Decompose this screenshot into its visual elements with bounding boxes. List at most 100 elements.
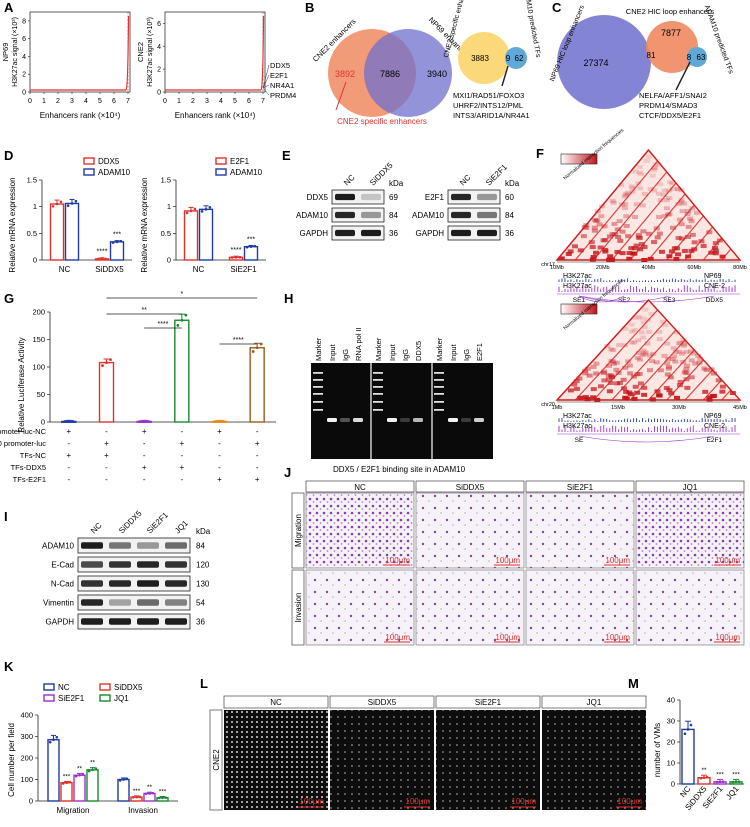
lane-label: DDX5 (414, 341, 423, 361)
scale-bar-label: 100μm (715, 633, 740, 642)
sign-cell: + (217, 475, 222, 484)
hic-pixel (711, 245, 718, 250)
significance-mark: ** (701, 767, 707, 774)
hic-pixel (582, 371, 589, 376)
hic-pixel (661, 353, 668, 358)
hic-pixel (659, 319, 666, 324)
x-tick-label: 5 (233, 98, 237, 105)
tf-list: MXI1/RAD51/FOXO3UHRF2/INTS12/PMLINTS3/AR… (453, 91, 530, 120)
hic-pixel (656, 182, 663, 187)
marker-band (313, 386, 323, 388)
kda-value: 84 (505, 211, 514, 220)
hic-diagonal (593, 319, 668, 401)
band (109, 599, 131, 606)
hic-pixel (686, 216, 693, 221)
significance-mark: *** (159, 788, 167, 795)
data-point (721, 780, 725, 784)
cell-pattern (330, 710, 434, 810)
hic-pixel (597, 384, 604, 389)
hic-triangle (557, 300, 740, 400)
pcr-band (387, 418, 397, 422)
cell-stain (636, 570, 744, 645)
sign-cell: - (105, 463, 108, 472)
data-point (718, 780, 722, 784)
row-header-box (209, 709, 223, 811)
hic-pixel (684, 234, 691, 239)
gene-label: DDX5 (270, 61, 290, 70)
band (165, 561, 187, 568)
hic-pixel (670, 225, 677, 230)
y-tick-label: 30 (667, 717, 675, 726)
hic-pixel (680, 343, 687, 348)
data-point (70, 202, 74, 205)
hic-pixel (628, 322, 635, 327)
hic-pixel (655, 191, 662, 196)
bar (681, 728, 695, 785)
pcr-band (474, 418, 484, 422)
data-point (245, 245, 249, 249)
column-header-box (525, 480, 635, 493)
data-point (118, 779, 122, 782)
hic-diagonal (721, 389, 732, 401)
element-label: SE3 (663, 297, 676, 304)
hic-pixel (685, 224, 692, 229)
marker-band (434, 372, 444, 374)
protein-label: GAPDH (416, 229, 445, 238)
data-point (214, 420, 217, 423)
hic-pixel (635, 338, 642, 343)
hic-pixel (581, 368, 588, 373)
data-point (101, 364, 104, 367)
protein-label: E-Cad (51, 561, 74, 570)
panel-m: number of VMs 010203040NC**SiDDX5***SiE2… (653, 696, 744, 812)
protein-label: ADAM10 (412, 211, 445, 220)
hic-pixel (634, 372, 641, 377)
data-point (115, 240, 119, 244)
hic-pixel (626, 256, 633, 261)
chr-label: chr17 (541, 262, 555, 268)
significance-mark: ** (147, 784, 153, 791)
y-tick-label: 300 (20, 732, 33, 741)
data-point (144, 792, 148, 796)
lane-label: IgG (401, 349, 410, 361)
legend-swatch (83, 157, 95, 165)
data-point (702, 776, 706, 779)
count-tfs: 63 (697, 53, 706, 62)
column-header: JQ1 (587, 698, 602, 707)
hic-pixel (675, 202, 682, 207)
hic-diagonal (629, 339, 686, 401)
tf-line: MXI1/RAD51/FOXO3 (453, 91, 524, 100)
hic-pixel (567, 388, 574, 393)
hic-pixel (676, 341, 683, 346)
x-tick-label: 0 (163, 98, 167, 105)
data-point (104, 257, 108, 261)
kda-value: 69 (389, 193, 398, 202)
hic-pixel (567, 249, 574, 254)
hic-pixel (665, 364, 672, 369)
gene-leader (262, 74, 270, 89)
hic-pixel (684, 212, 691, 217)
hic-pixel (663, 198, 670, 203)
blot-strip (77, 613, 191, 630)
data-point (715, 780, 719, 784)
hic-pixel (573, 386, 580, 391)
hic-pixel (664, 361, 671, 366)
hic-pixel (689, 206, 696, 211)
hic-pixel (660, 192, 667, 197)
hic-pixel (609, 374, 616, 379)
hic-pixel (602, 238, 609, 243)
data-point (222, 420, 225, 423)
kda-value: 36 (505, 229, 514, 238)
hic-pixel (606, 389, 613, 394)
hic-pixel (633, 243, 640, 248)
hic-pixel (640, 348, 647, 353)
category-label: Migration (57, 806, 90, 815)
hic-pixel (621, 205, 628, 210)
track-cell-label: NP69 (704, 413, 722, 420)
hic-pixel (701, 366, 708, 371)
hic-diagonal (666, 215, 704, 261)
hic-pixel (641, 385, 648, 390)
band (137, 618, 159, 625)
pcr-band (327, 418, 337, 422)
